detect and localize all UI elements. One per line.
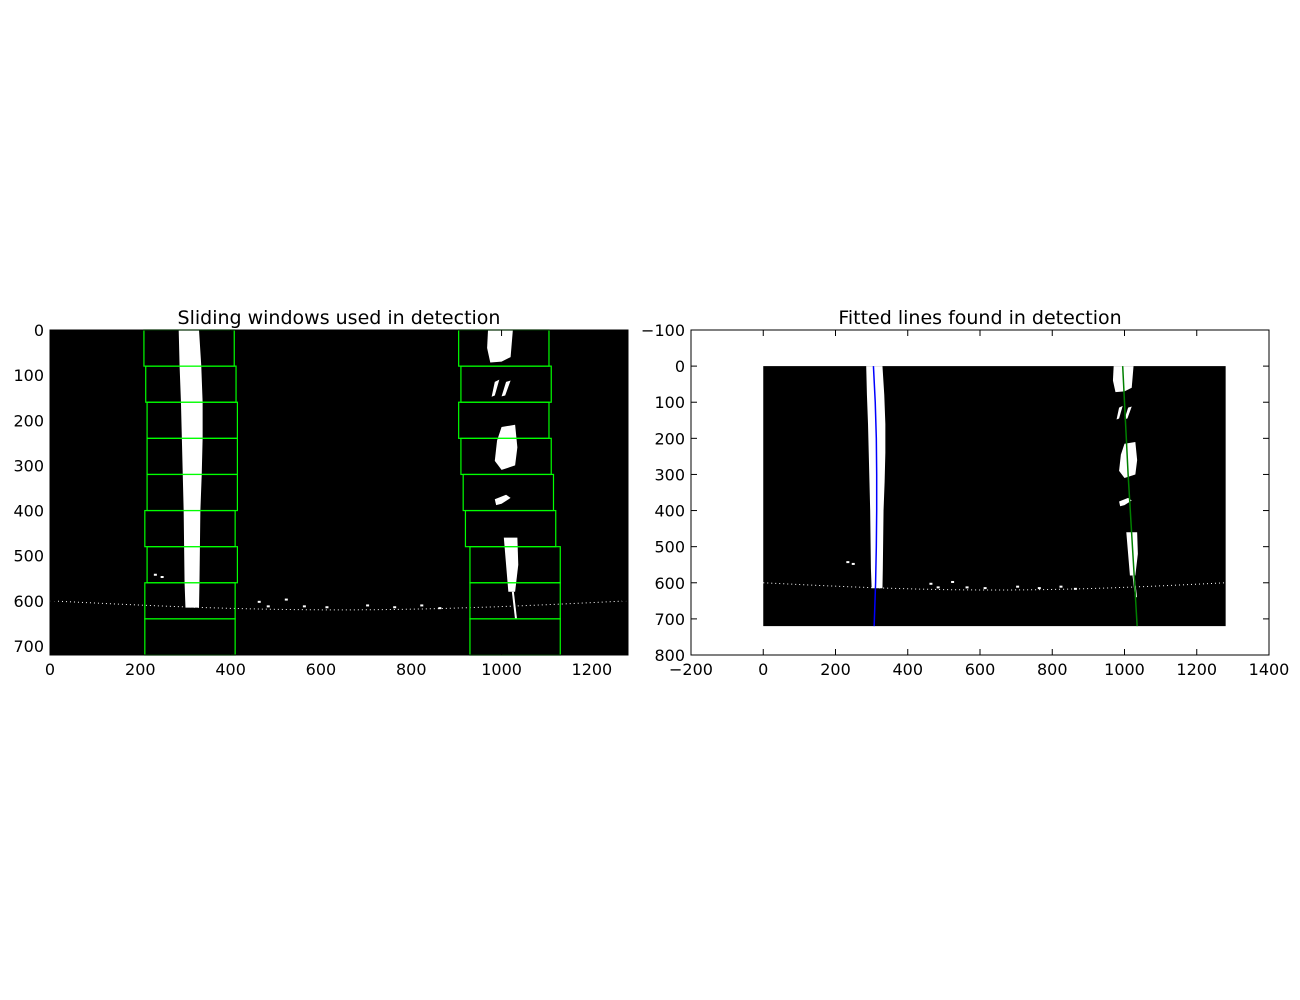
right-lane-pixels <box>487 330 513 363</box>
x-tick-label: 1200 <box>1176 660 1217 679</box>
right-lane-pixels <box>1119 497 1132 507</box>
noise-pixel <box>257 600 261 603</box>
y-tick-label: 600 <box>13 592 44 611</box>
noise-pixel <box>420 604 424 607</box>
plot-title-left: Sliding windows used in detection <box>178 307 501 329</box>
y-tick-label: 400 <box>13 502 44 521</box>
noise-pixel <box>851 562 855 565</box>
y-tick-label: 200 <box>13 411 44 430</box>
noise-pixel <box>951 580 955 583</box>
y-tick-label: 200 <box>654 429 685 448</box>
fitted-lines <box>872 366 1138 627</box>
right-lane-pixels <box>494 424 518 470</box>
x-tick-label: 200 <box>125 660 156 679</box>
y-tick-label: 300 <box>13 456 44 475</box>
x-tick-label: 400 <box>215 660 246 679</box>
noise-pixel <box>302 605 306 608</box>
x-tick-label: 1400 <box>1249 660 1290 679</box>
x-tick-label: 600 <box>306 660 337 679</box>
road-edge-pixels <box>49 600 629 611</box>
noise-pixel <box>936 586 940 589</box>
sliding-windows <box>143 329 561 656</box>
y-tick-label: 100 <box>654 393 685 412</box>
y-tick-label: −100 <box>641 321 685 340</box>
noise-pixel <box>153 573 157 576</box>
right-lane-pixels <box>501 380 511 397</box>
noise-pixel <box>284 598 288 601</box>
y-tick-label: 400 <box>654 502 685 521</box>
noise-pixel <box>846 561 850 564</box>
noise-pixel <box>965 586 969 589</box>
x-tick-label: 400 <box>892 660 923 679</box>
right-lane-pixels <box>1124 406 1132 420</box>
noise-pixel <box>1059 585 1063 588</box>
x-tick-label: 800 <box>396 660 427 679</box>
binary-warped-image-right <box>763 366 1226 627</box>
x-tick-label: 0 <box>758 660 768 679</box>
noise-pixel <box>325 606 329 609</box>
plot-title-right: Fitted lines found in detection <box>838 307 1121 329</box>
noise-pixel <box>366 604 370 607</box>
image-background <box>50 330 628 655</box>
right-lane-pixels <box>494 494 511 506</box>
right-fit-line <box>1121 366 1138 627</box>
x-tick-label: 1200 <box>572 660 613 679</box>
left-lane-pixels <box>178 330 203 608</box>
noise-pixel <box>438 607 442 610</box>
y-tick-label: 500 <box>13 547 44 566</box>
x-tick-label: 600 <box>965 660 996 679</box>
y-tick-label: 800 <box>654 646 685 665</box>
x-tick-label: 200 <box>820 660 851 679</box>
right-lane-pixels <box>503 537 519 592</box>
x-tick-label: 1000 <box>481 660 522 679</box>
noise-pixel <box>1037 587 1041 590</box>
x-tick-label: 0 <box>45 660 55 679</box>
noise-pixel <box>983 587 987 590</box>
y-tick-label: 100 <box>13 366 44 385</box>
y-tick-label: 0 <box>675 357 685 376</box>
x-tick-label: −200 <box>669 660 713 679</box>
axis-ticks-right: −200 0 200 400 600 800 1000 1200 1400 −100 0 100 200… <box>641 321 1289 679</box>
right-lane-pixels <box>511 591 518 620</box>
binary-warped-image-left <box>49 330 629 655</box>
y-tick-label: 500 <box>654 538 685 557</box>
noise-pixel <box>160 576 164 579</box>
noise-pixel <box>1016 585 1020 588</box>
noise-pixel <box>393 606 397 609</box>
y-tick-label: 0 <box>34 321 44 340</box>
x-tick-label: 800 <box>1037 660 1068 679</box>
right-lane-pixels <box>1116 405 1123 420</box>
y-tick-label: 700 <box>13 637 44 656</box>
fitted-lines-plot: Fitted lines found in detection −200 0 200… <box>641 307 1289 679</box>
left-lane-pixels <box>866 366 886 589</box>
right-lane-pixels <box>491 379 500 397</box>
noise-pixel <box>266 605 270 608</box>
noise-pixel <box>929 582 933 585</box>
y-tick-label: 300 <box>654 465 685 484</box>
x-tick-label: 1000 <box>1104 660 1145 679</box>
left-fit-line <box>872 366 878 627</box>
noise-pixel <box>1073 587 1077 590</box>
y-tick-label: 600 <box>654 574 685 593</box>
image-background <box>763 366 1226 627</box>
y-tick-label: 700 <box>654 610 685 629</box>
sliding-windows-plot: Sliding windows used in detection 0 200 40… <box>13 307 629 679</box>
right-lane-pixels <box>1126 532 1138 576</box>
plot-frame-left <box>49 329 629 656</box>
axis-ticks-left: 0 200 400 600 800 1000 1200 0 100 200 300 400 500 600… <box>13 321 629 679</box>
